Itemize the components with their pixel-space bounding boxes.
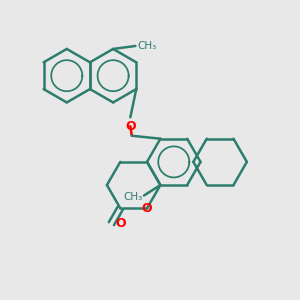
Text: CH₃: CH₃ xyxy=(137,41,156,51)
Text: CH₃: CH₃ xyxy=(123,192,142,202)
Text: O: O xyxy=(142,202,152,215)
Text: O: O xyxy=(115,217,126,230)
Text: O: O xyxy=(125,120,136,133)
